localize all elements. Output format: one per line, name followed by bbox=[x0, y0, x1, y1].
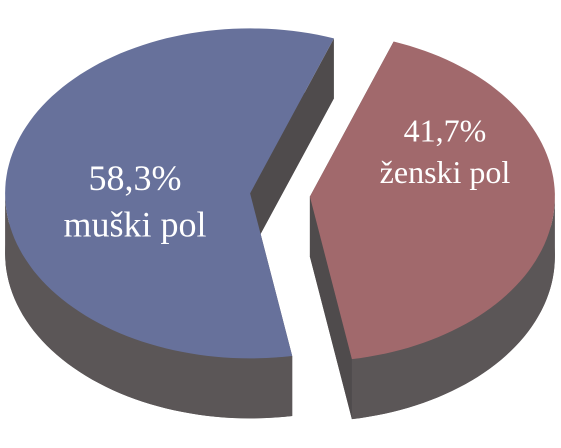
slice-wall bbox=[5, 193, 293, 419]
slice-value-label: 41,7% bbox=[404, 113, 487, 149]
slice-wall bbox=[351, 196, 555, 420]
slice-side bbox=[250, 38, 334, 254]
slice bbox=[309, 41, 555, 360]
slice-side bbox=[309, 196, 352, 420]
slice-category-label: muški pol bbox=[63, 205, 206, 245]
slice-category-label: ženski pol bbox=[380, 154, 511, 190]
slice-value-label: 58,3% bbox=[89, 158, 182, 198]
slice bbox=[5, 28, 334, 359]
